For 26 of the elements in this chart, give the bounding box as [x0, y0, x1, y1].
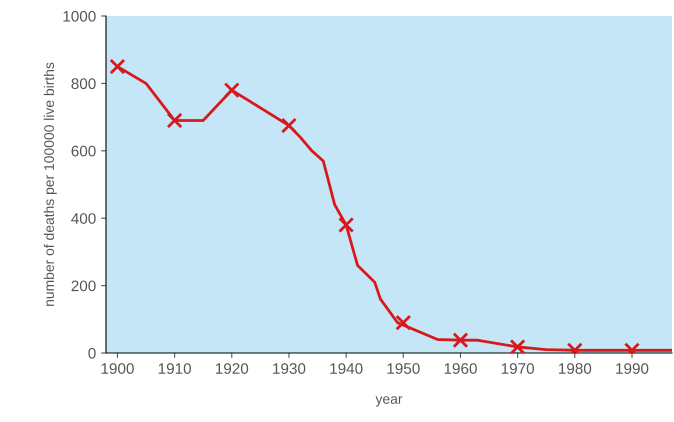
x-tick-label: 1950	[387, 363, 420, 374]
y-tick-label: 400	[71, 213, 96, 224]
x-tick-label: 1920	[216, 363, 248, 374]
x-axis-title: year	[376, 396, 402, 407]
y-tick-label: 200	[72, 280, 96, 292]
y-tick-label: 0	[88, 348, 96, 359]
x-tick-label: 1990	[616, 363, 648, 374]
y-tick-label: 800	[71, 78, 96, 90]
point	[510, 338, 526, 353]
x-tick-label: 1980	[558, 363, 592, 374]
point	[166, 112, 183, 128]
point	[280, 118, 297, 134]
point	[395, 314, 412, 331]
point	[224, 82, 240, 98]
point	[109, 58, 126, 75]
point	[452, 332, 468, 348]
x-tick-label: 1930	[273, 363, 306, 374]
y-axis-title: number of deaths per 100000 live births	[44, 62, 57, 306]
x-tick-label: 1910	[158, 363, 192, 374]
x-tick-label: 1960	[444, 363, 477, 374]
y-tick-label: 600	[72, 146, 96, 156]
x-tick-label: 1900	[102, 363, 134, 374]
point	[338, 216, 354, 233]
x-tick-label: 1970	[502, 363, 534, 374]
x-tick-label: 1940	[330, 363, 363, 374]
y-tick-label: 1000	[63, 10, 96, 22]
